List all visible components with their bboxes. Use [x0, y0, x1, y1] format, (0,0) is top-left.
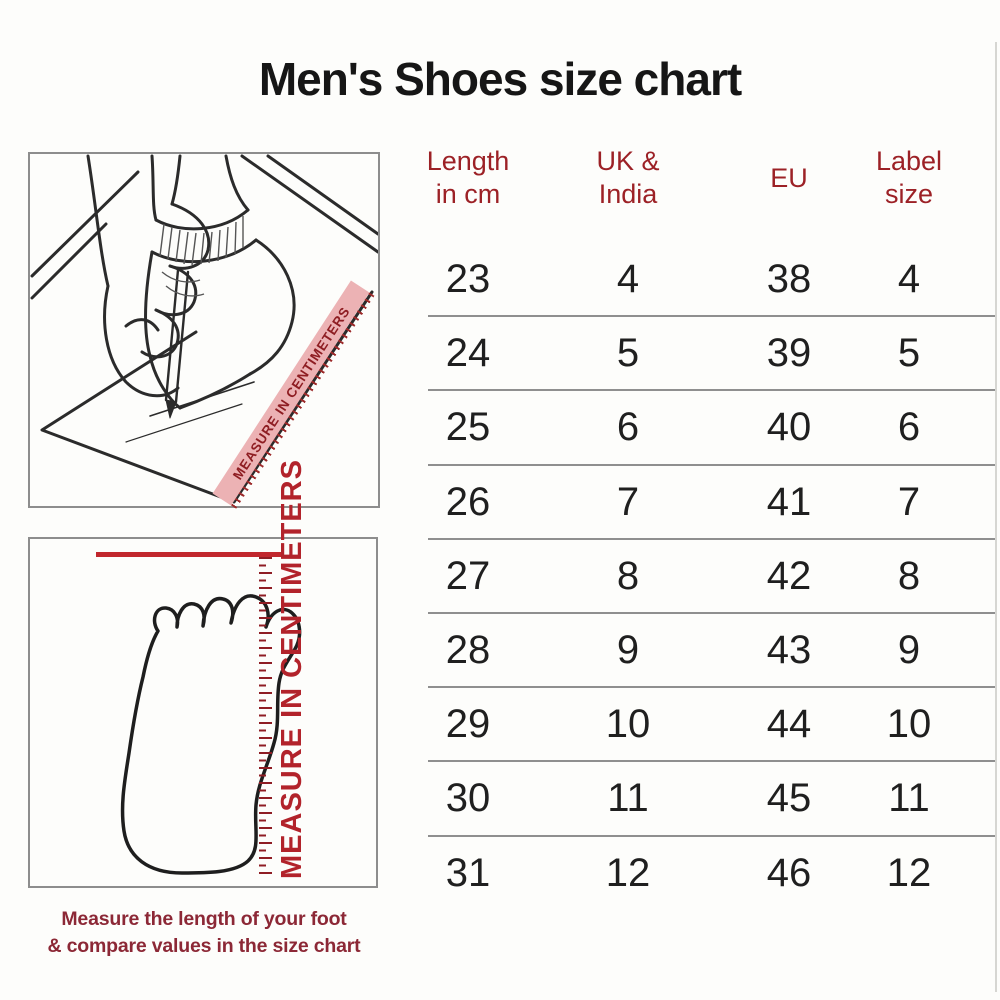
measure-line: [96, 552, 282, 557]
sock-cuff: [154, 208, 250, 231]
cell-length-cm: 30: [445, 776, 491, 821]
cell-label-size: 12: [886, 850, 932, 895]
table-row: 27 8 42 8: [428, 540, 997, 614]
cell-length-cm: 28: [445, 627, 491, 672]
cell-label-size: 8: [897, 553, 921, 598]
cell-eu: 45: [766, 776, 812, 821]
table-row: 26 7 41 7: [428, 466, 997, 540]
foot-outline: [120, 594, 302, 875]
hand-outline: [86, 154, 110, 288]
right-edge-line: [995, 42, 997, 992]
cell-label-size: 11: [888, 776, 930, 821]
thumb-outline: [124, 318, 160, 332]
cell-length-cm: 23: [445, 257, 491, 301]
cell-eu: 40: [766, 405, 812, 450]
cell-eu: 43: [766, 627, 812, 672]
foot-measuring-illustration: MEASURE IN CENTIMETERS: [28, 152, 380, 509]
foot-outline: [248, 238, 296, 376]
cell-label-size: 9: [897, 627, 921, 672]
ruler-ticks: [259, 557, 273, 875]
table-row: 23 4 38 4: [428, 243, 997, 318]
pencil-mark-line: [125, 403, 243, 443]
hand-outline: [170, 154, 182, 206]
cell-uk-india: 9: [616, 627, 640, 672]
cell-length-cm: 29: [445, 702, 491, 747]
cell-length-cm: 24: [445, 331, 491, 376]
background-edge-line: [266, 154, 380, 236]
cell-eu: 39: [766, 331, 812, 376]
cell-length-cm: 27: [445, 553, 491, 598]
cell-eu: 44: [766, 702, 812, 747]
vertical-ruler-label: MEASURE IN CENTIMETERS: [276, 459, 308, 879]
cell-label-size: 4: [897, 257, 921, 301]
footprint-illustration: MEASURE IN CENTIMETERS: [28, 459, 378, 888]
cell-uk-india: 7: [616, 479, 640, 524]
cell-label-size: 10: [886, 702, 932, 747]
pencil-tip-icon: [165, 399, 177, 419]
cell-length-cm: 31: [445, 850, 491, 895]
cell-uk-india: 11: [607, 776, 649, 821]
leg-outline: [150, 154, 158, 222]
cell-label-size: 7: [897, 479, 921, 524]
column-header-eu: EU: [770, 163, 808, 193]
column-header-label-size: Label size: [875, 146, 943, 209]
table-row: 30 11 45 11: [428, 762, 997, 837]
finger-outline: [168, 202, 211, 270]
sock-ribbing: [159, 216, 244, 297]
foot-outline: [178, 372, 252, 410]
foot-outline: [144, 250, 182, 410]
cell-uk-india: 6: [616, 405, 640, 450]
table-row: 31 12 46 12: [428, 837, 997, 911]
page-title: Men's Shoes size chart: [258, 53, 742, 105]
pencil-icon: [174, 270, 190, 404]
cell-length-cm: 26: [445, 479, 491, 524]
cell-uk-india: 4: [616, 257, 640, 301]
table-row: 24 5 39 5: [428, 317, 997, 392]
cell-eu: 46: [766, 850, 812, 895]
cell-label-size: 6: [897, 405, 921, 450]
table-row: 25 6 40 6: [428, 391, 997, 466]
footprint-drawing: [120, 594, 302, 875]
finger-outline: [140, 308, 180, 359]
instruction-caption: Measure the length of your foot & compar…: [47, 908, 361, 957]
column-header-uk-india: UK & India: [596, 146, 660, 209]
cell-uk-india: 10: [605, 702, 651, 747]
column-header-length-cm: Length in cm: [426, 146, 510, 209]
sock-cuff: [150, 238, 258, 264]
cell-uk-india: 8: [616, 553, 640, 598]
hand-outline: [103, 284, 180, 398]
background-edge-line: [30, 170, 140, 278]
cell-length-cm: 25: [445, 405, 491, 450]
background-edge-line: [30, 222, 108, 300]
background-edge-line: [240, 154, 380, 254]
cell-eu: 41: [766, 479, 812, 524]
cell-uk-india: 5: [616, 331, 640, 376]
cell-uk-india: 12: [605, 850, 651, 895]
finger-outline: [154, 264, 198, 317]
table-row: 28 9 43 9: [428, 614, 997, 689]
cell-eu: 42: [766, 553, 812, 598]
foot-measuring-drawing: [30, 154, 380, 504]
cell-eu: 38: [766, 257, 812, 301]
cell-label-size: 5: [897, 331, 921, 376]
leg-outline: [224, 154, 250, 212]
size-table-body: 23 4 38 4 24 5 39 5 25 6 40 6 26 7 41: [428, 243, 997, 911]
table-row: 29 10 44 10: [428, 688, 997, 763]
